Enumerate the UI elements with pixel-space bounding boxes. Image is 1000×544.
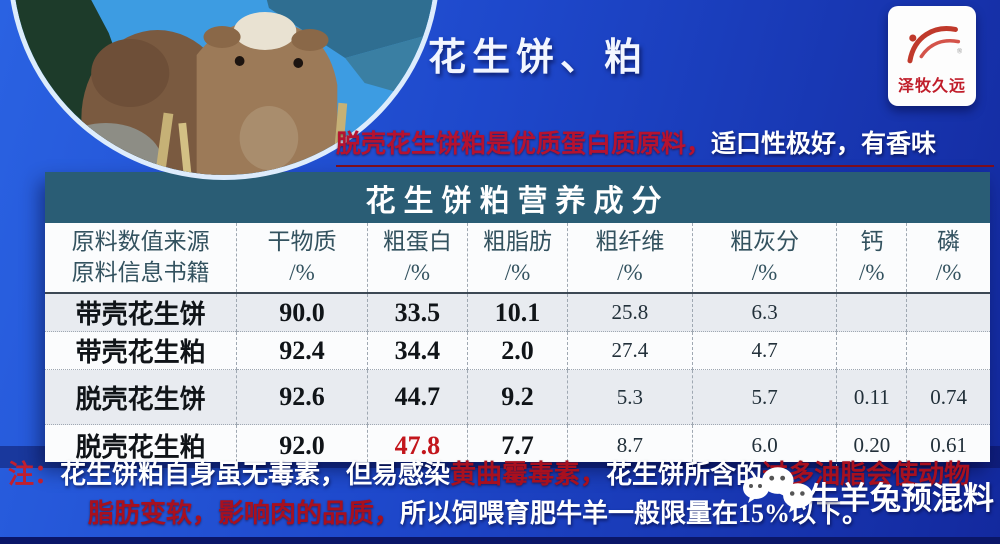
lead-white-text: 适口性极好，有香味 <box>711 131 937 158</box>
value-cell <box>836 331 907 370</box>
column-header: 粗纤维/% <box>567 223 693 294</box>
value-cell <box>906 331 990 370</box>
note-segment: 花生饼所含的 <box>606 460 763 489</box>
value-cell: 9.2 <box>466 369 568 425</box>
value-cell: 2.0 <box>466 331 568 370</box>
value-cell: 34.4 <box>366 331 468 370</box>
source-header-line2: 原料信息书籍 <box>71 259 210 285</box>
row-label: 脱壳花生粕 <box>45 424 237 467</box>
note-segment: 脂肪变软，影响肉的品质， <box>88 499 401 528</box>
value-cell: 6.3 <box>691 293 837 332</box>
value-cell: 5.3 <box>567 369 693 425</box>
value-cell: 92.6 <box>236 369 368 425</box>
table-body: 带壳花生饼 90.0 33.5 10.1 25.8 6.3 带壳花生粕 92.4 34.4 2.0… <box>45 293 990 467</box>
row-label: 脱壳花生饼 <box>45 369 237 425</box>
brand-swoosh-icon: ® <box>907 26 963 64</box>
table-row: 带壳花生饼 90.0 33.5 10.1 25.8 6.3 <box>45 293 990 332</box>
value-cell: 5.7 <box>691 369 837 425</box>
value-cell: 10.1 <box>466 293 568 332</box>
column-header: 磷/% <box>906 223 990 294</box>
value-cell: 0.74 <box>906 369 990 425</box>
table-row: 脱壳花生粕 92.0 47.8 7.7 8.7 6.0 0.20 0.61 <box>45 424 990 467</box>
column-header: 粗脂肪/% <box>466 223 568 294</box>
value-cell: 90.0 <box>236 293 368 332</box>
wechat-icon <box>742 466 814 524</box>
value-cell: 6.0 <box>691 424 837 467</box>
footnote-prefix: 注： <box>8 460 61 489</box>
column-header: 钙/% <box>836 223 907 294</box>
value-cell: 27.4 <box>567 331 693 370</box>
table-row: 脱壳花生饼 92.6 44.7 9.2 5.3 5.7 0.11 0.74 <box>45 369 990 425</box>
footnote-line1: 注：花生饼粕自身虽无毒素，但易感染黄曲霉毒素，花生饼所含的过多油脂会使动物 <box>8 455 998 494</box>
cows-photo <box>8 0 440 180</box>
svg-text:®: ® <box>957 48 963 56</box>
source-column-header: 原料数值来源 原料信息书籍 <box>45 223 237 294</box>
value-cell: 4.7 <box>691 331 837 370</box>
source-header-line1: 原料数值来源 <box>71 229 210 255</box>
value-cell: 0.61 <box>906 424 990 467</box>
lead-annotation: 脱壳花生饼粕是优质蛋白质原料，适口性极好，有香味 <box>336 124 994 167</box>
value-cell: 92.4 <box>236 331 368 370</box>
nutrition-table: 原料数值来源 原料信息书籍 干物质/% 粗蛋白/% 粗脂肪/% 粗纤维/% 粗灰分/% 钙… <box>45 223 990 467</box>
watermark: 牛羊兔预混料 <box>742 466 994 524</box>
value-cell: 47.8 <box>366 424 468 467</box>
column-header: 干物质/% <box>236 223 368 294</box>
value-cell: 0.11 <box>836 369 907 425</box>
brand-logo-label: 泽牧久远 <box>897 78 966 95</box>
watermark-text: 牛羊兔预混料 <box>808 480 994 516</box>
note-segment: 黄曲霉毒素， <box>450 460 607 489</box>
value-cell: 25.8 <box>567 293 693 332</box>
value-cell: 8.7 <box>567 424 693 467</box>
value-cell: 44.7 <box>366 369 468 425</box>
brand-logo: ® 泽牧久远 <box>888 6 976 106</box>
cows-photo-art <box>13 0 435 175</box>
table-header-row: 原料数值来源 原料信息书籍 干物质/% 粗蛋白/% 粗脂肪/% 粗纤维/% 粗灰分/% 钙… <box>45 223 990 294</box>
row-label: 带壳花生饼 <box>75 300 206 329</box>
value-cell <box>836 293 907 332</box>
table-row: 带壳花生粕 92.4 34.4 2.0 27.4 4.7 <box>45 331 990 370</box>
value-cell: 92.0 <box>236 424 368 467</box>
note-segment: 花生饼粕自身虽无毒素，但易感染 <box>60 460 451 489</box>
value-cell <box>906 293 990 332</box>
page-title: 花生饼、粕 <box>428 37 649 79</box>
bottom-strip <box>0 537 1000 544</box>
value-cell: 33.5 <box>366 293 468 332</box>
value-cell: 7.7 <box>466 424 568 467</box>
column-header: 粗灰分/% <box>691 223 837 294</box>
column-header: 粗蛋白/% <box>366 223 468 294</box>
value-cell: 0.20 <box>836 424 907 467</box>
lead-red-text: 脱壳花生饼粕是优质蛋白质原料， <box>336 131 712 158</box>
table-title: 花生饼粕营养成分 <box>45 172 990 223</box>
row-label: 带壳花生粕 <box>45 331 237 370</box>
nutrition-table-card: 花生饼粕营养成分 原料数值来源 原料信息书籍 干物质/% 粗蛋白/% 粗脂肪/% 粗纤… <box>45 172 990 467</box>
